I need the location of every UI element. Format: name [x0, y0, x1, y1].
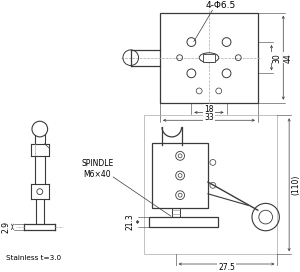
Bar	[160, 13, 258, 103]
Ellipse shape	[199, 53, 219, 63]
Text: (110): (110)	[292, 175, 300, 195]
Text: 27.5: 27.5	[218, 263, 235, 272]
Text: SPINDLE
M6×40: SPINDLE M6×40	[81, 159, 114, 179]
Bar	[203, 54, 215, 61]
Text: Stainless t=3.0: Stainless t=3.0	[6, 255, 61, 261]
Bar	[149, 217, 218, 227]
Text: 33: 33	[204, 113, 214, 122]
Text: 2.9: 2.9	[1, 221, 10, 233]
Text: 30: 30	[272, 53, 281, 63]
Bar	[144, 115, 278, 254]
Text: 21.3: 21.3	[125, 214, 134, 230]
Bar	[152, 143, 208, 208]
Text: 4-Φ6.5: 4-Φ6.5	[206, 1, 236, 10]
Text: 44: 44	[284, 53, 293, 63]
Text: 18: 18	[204, 105, 214, 114]
